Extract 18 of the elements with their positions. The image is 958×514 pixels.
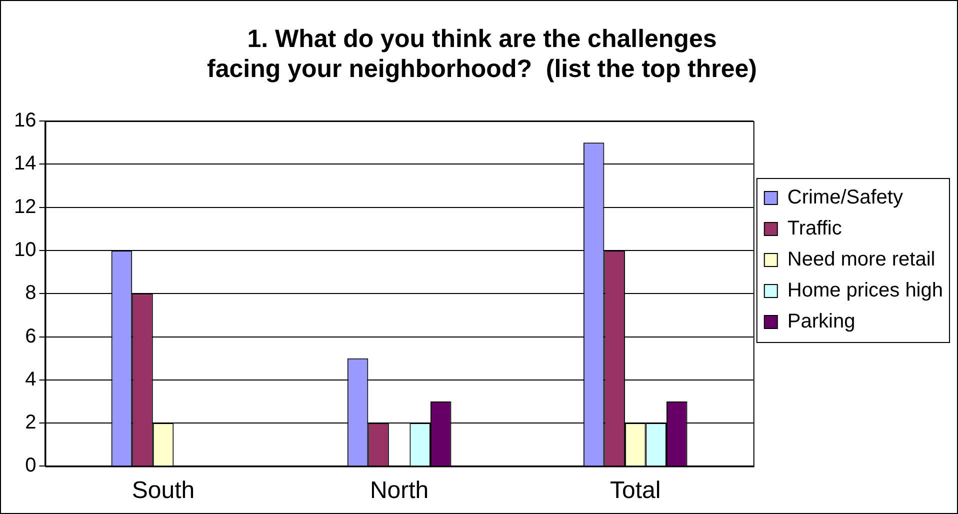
x-tick-label: South — [132, 477, 195, 504]
y-tick-label: 2 — [25, 412, 36, 434]
legend-label: Need more retail — [787, 248, 936, 271]
x-tick-label: Total — [610, 477, 661, 504]
x-tick-label: North — [370, 477, 429, 504]
legend-label: Parking — [787, 310, 856, 333]
y-tick-label: 8 — [25, 282, 36, 304]
legend-label: Traffic — [787, 218, 842, 240]
y-tick-label: 12 — [14, 196, 36, 218]
legend-label: Home prices high — [787, 280, 943, 302]
y-tick-label: 0 — [25, 454, 36, 477]
y-tick-label: 14 — [14, 152, 36, 175]
y-tick-label: 6 — [25, 325, 36, 348]
y-tick-label: 16 — [14, 110, 36, 132]
y-tick-label: 4 — [25, 368, 36, 390]
y-tick-label: 10 — [14, 238, 36, 261]
legend-label: Crime/Safety — [787, 186, 903, 209]
chart-title: 1. What do you think are the challenges facing your neighborhood? (list the top three) — [207, 24, 757, 83]
